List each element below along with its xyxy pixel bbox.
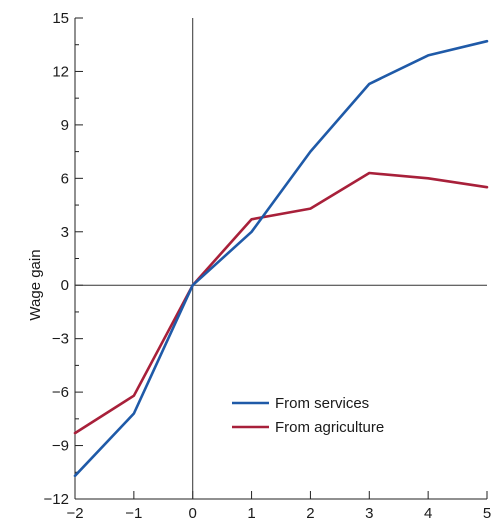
- x-tick-label: 0: [189, 505, 197, 522]
- x-tick-label: 4: [424, 505, 432, 522]
- legend: From services From agriculture: [232, 395, 384, 436]
- x-tick-label: 3: [365, 505, 373, 522]
- x-tick-label: 1: [247, 505, 255, 522]
- legend-label: From services: [275, 395, 369, 412]
- zero-lines: [75, 18, 487, 499]
- series-line-agriculture: [73, 171, 489, 435]
- series-layer: [73, 39, 489, 478]
- y-tick-label: 6: [61, 170, 69, 187]
- y-axis-title: Wage gain: [27, 249, 44, 320]
- series-line-services: [73, 39, 489, 478]
- x-tick-label: 5: [483, 505, 491, 522]
- y-axis: −12 −9 −6 −3 0 3 6 9 12 15: [44, 10, 83, 508]
- y-tick-label: −12: [44, 491, 69, 508]
- x-tick-label: −1: [125, 505, 142, 522]
- y-tick-label: 9: [61, 117, 69, 134]
- y-tick-label: −9: [52, 438, 69, 455]
- y-tick-label: 3: [61, 224, 69, 241]
- y-tick-label: 15: [52, 10, 69, 27]
- x-tick-label: −2: [66, 505, 83, 522]
- y-tick-label: −6: [52, 384, 69, 401]
- legend-label: From agriculture: [275, 419, 384, 436]
- y-tick-label: 12: [52, 63, 69, 80]
- y-tick-label: −3: [52, 331, 69, 348]
- x-axis: −2 −1 0 1 2 3 4 5: [66, 491, 491, 522]
- x-tick-label: 2: [306, 505, 314, 522]
- y-tick-label: 0: [61, 277, 69, 294]
